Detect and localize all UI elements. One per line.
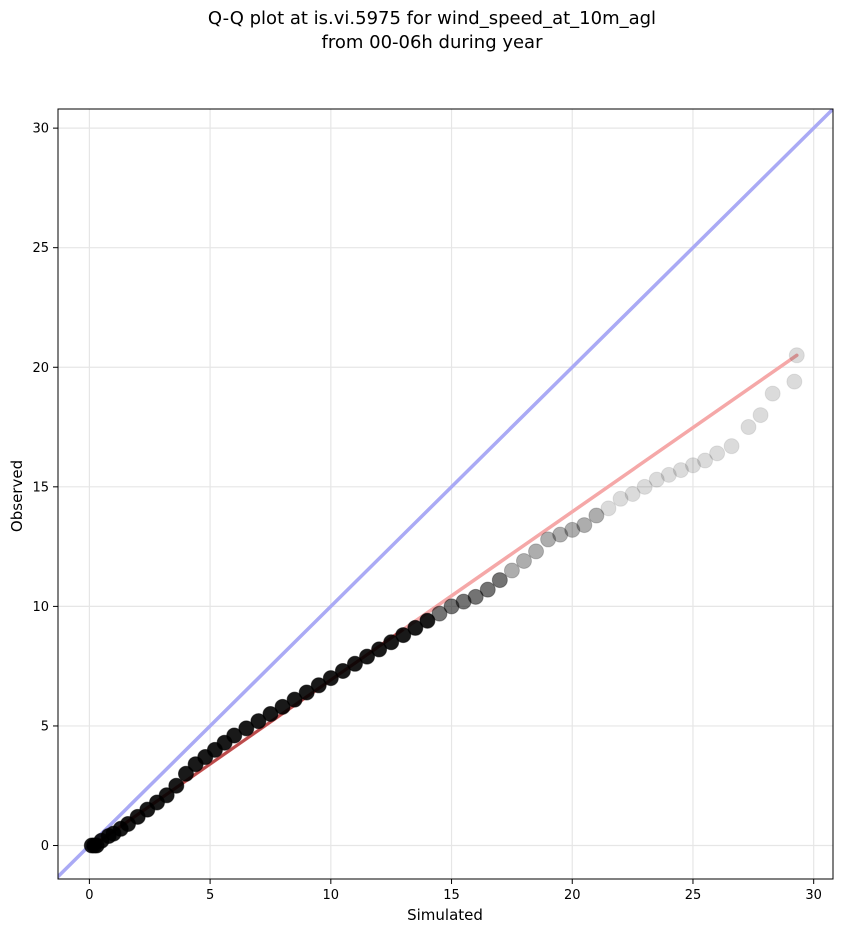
quantile-points xyxy=(83,347,805,854)
quantile-point xyxy=(238,720,255,737)
x-tick-label: 10 xyxy=(323,888,340,903)
chart-subtitle: from 00-06h during year xyxy=(322,32,544,53)
quantile-point xyxy=(226,727,243,744)
identity-line xyxy=(58,109,833,879)
quantile-point xyxy=(479,581,496,598)
quantile-point xyxy=(395,627,412,644)
quantile-point xyxy=(660,466,677,483)
quantile-point xyxy=(564,521,581,538)
quantile-point xyxy=(168,777,185,794)
x-tick-label: 20 xyxy=(564,888,581,903)
y-tick-label: 30 xyxy=(32,122,49,137)
x-axis-ticks: 0 5 10 15 20 25 30 xyxy=(85,879,822,903)
quantile-point xyxy=(588,507,605,524)
y-tick-label: 0 xyxy=(41,839,49,854)
quantile-point xyxy=(274,698,291,715)
reference-lines xyxy=(58,109,833,879)
quantile-point xyxy=(612,490,629,507)
quantile-point xyxy=(764,385,781,402)
quantile-point xyxy=(262,706,279,722)
quantile-point xyxy=(648,471,665,488)
quantile-point xyxy=(250,713,267,730)
quantile-point xyxy=(672,462,689,479)
quantile-point xyxy=(419,612,436,629)
quantile-point xyxy=(697,452,714,469)
quantile-point xyxy=(431,605,448,622)
plot-frame xyxy=(57,108,834,880)
quantile-point xyxy=(788,347,805,364)
quantile-point xyxy=(515,552,532,569)
quantile-point xyxy=(636,478,653,495)
quantile-point xyxy=(576,517,593,534)
y-axis-ticks: 0 5 10 15 20 25 30 xyxy=(32,122,58,854)
quantile-point xyxy=(359,648,376,665)
x-tick-label: 5 xyxy=(206,888,214,903)
y-tick-label: 20 xyxy=(32,361,49,376)
chart-title: Q-Q plot at is.vi.5975 for wind_speed_at… xyxy=(208,8,656,29)
quantile-point xyxy=(600,500,617,517)
quantile-point xyxy=(158,787,175,804)
quantile-point xyxy=(407,619,424,636)
quantile-point xyxy=(503,562,520,579)
quantile-point xyxy=(528,543,545,560)
y-tick-label: 15 xyxy=(32,480,49,495)
quantile-point xyxy=(310,677,327,694)
quantile-point xyxy=(709,445,726,462)
quantile-point xyxy=(322,670,339,687)
x-tick-label: 25 xyxy=(685,888,702,903)
quantile-point xyxy=(177,765,194,782)
quantile-point xyxy=(346,655,363,672)
y-axis-label: Observed xyxy=(8,460,26,532)
quantile-point xyxy=(383,634,400,651)
quantile-point xyxy=(740,419,757,436)
quantile-point xyxy=(684,457,701,474)
grid xyxy=(58,109,833,879)
x-tick-label: 30 xyxy=(805,888,822,903)
y-tick-label: 25 xyxy=(32,241,49,256)
y-tick-label: 10 xyxy=(32,600,49,615)
x-axis-label: Simulated xyxy=(407,906,483,924)
x-tick-label: 15 xyxy=(443,888,460,903)
quantile-point xyxy=(723,438,740,455)
quantile-point xyxy=(491,572,508,589)
quantile-point xyxy=(624,486,641,502)
quantile-point xyxy=(467,588,484,605)
quantile-point xyxy=(752,407,769,424)
quantile-point xyxy=(298,684,315,701)
quantile-point xyxy=(334,662,351,679)
quantile-point xyxy=(371,641,388,658)
quantile-point xyxy=(552,526,569,543)
quantile-point xyxy=(786,373,803,390)
x-tick-label: 0 xyxy=(85,888,93,903)
quantile-point xyxy=(540,531,557,548)
y-tick-label: 5 xyxy=(41,719,49,734)
quantile-point xyxy=(286,691,303,708)
